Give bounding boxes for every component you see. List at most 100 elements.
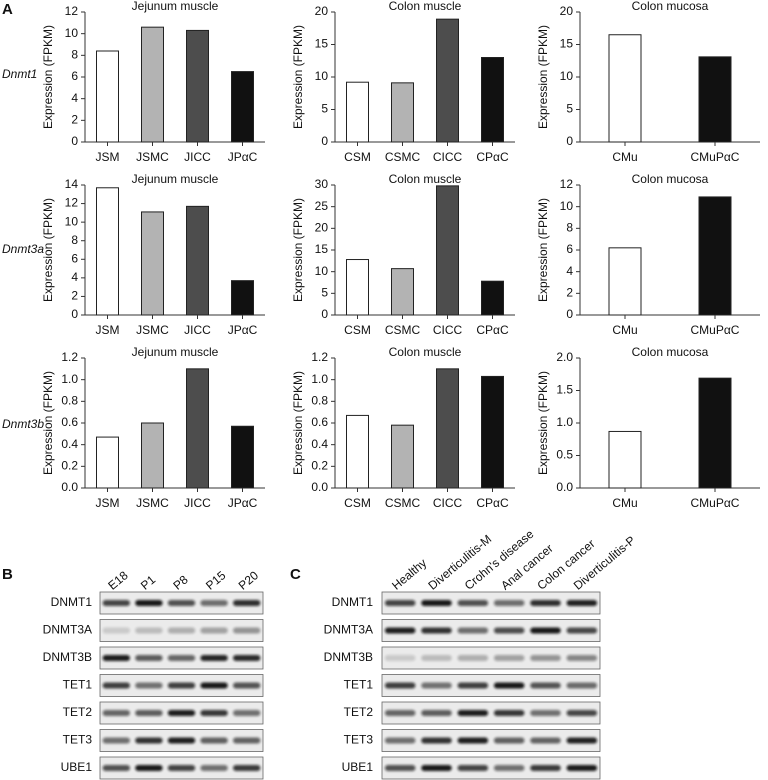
- y-axis-label: Expression (FPKM): [536, 25, 550, 129]
- y-axis-label: Expression (FPKM): [536, 371, 550, 475]
- protein-label: TET3: [63, 733, 93, 747]
- blot-band: [493, 682, 525, 689]
- protein-label: TET1: [63, 678, 93, 692]
- blot-band: [493, 737, 525, 744]
- y-tick-label: 0.6: [311, 415, 328, 429]
- blot-band: [384, 710, 416, 716]
- y-axis-label: Expression (FPKM): [41, 371, 55, 475]
- blot-band: [421, 682, 452, 689]
- bar: [481, 375, 504, 489]
- x-tick-label: CMuPαC: [691, 496, 740, 510]
- blot-band: [233, 765, 261, 771]
- protein-label: TET2: [344, 705, 374, 719]
- lane-label: P8: [170, 572, 190, 592]
- protein-label: DNMT1: [332, 595, 374, 609]
- blot-band: [200, 765, 228, 771]
- protein-label: TET1: [344, 678, 374, 692]
- protein-label: DNMT3B: [324, 650, 373, 664]
- y-tick-label: 20: [315, 4, 329, 18]
- blot-box: [381, 701, 601, 725]
- y-tick-label: 0: [71, 307, 78, 321]
- x-tick-label: JSM: [96, 323, 120, 337]
- blot-band: [493, 627, 525, 634]
- chart-title: Colon mucosa: [632, 0, 709, 13]
- panel-label: A: [2, 1, 13, 18]
- bar: [231, 425, 254, 489]
- lane-label: Healthy: [389, 556, 429, 593]
- chart-title: Jejunum muscle: [132, 0, 219, 13]
- y-tick-label: 30: [315, 177, 329, 191]
- blot-band: [200, 710, 228, 716]
- x-tick-label: CICC: [433, 150, 463, 164]
- x-tick-label: CPαC: [476, 323, 509, 337]
- y-tick-label: 0: [321, 307, 328, 321]
- y-tick-label: 0: [566, 134, 573, 148]
- y-axis-label: Expression (FPKM): [536, 198, 550, 302]
- y-tick-label: 10: [65, 214, 79, 228]
- protein-label: TET2: [63, 705, 93, 719]
- y-axis-label: Expression (FPKM): [291, 25, 305, 129]
- y-tick-label: 4: [71, 91, 78, 105]
- y-tick-label: 15: [315, 242, 329, 256]
- blot-box: [381, 674, 601, 697]
- lane-label: P15: [203, 568, 229, 593]
- blot-band: [200, 600, 228, 606]
- blot-band: [421, 737, 452, 744]
- x-tick-label: JSMC: [136, 496, 169, 510]
- blot-band: [167, 737, 196, 744]
- blot-band: [135, 710, 163, 716]
- bar: [96, 436, 119, 489]
- blot-band: [530, 600, 561, 606]
- y-tick-label: 0.8: [311, 394, 328, 408]
- blot-band: [530, 627, 561, 634]
- y-tick-label: 2.0: [556, 350, 573, 364]
- row-label: Dnmt1: [2, 67, 37, 81]
- y-tick-label: 0.4: [311, 437, 328, 451]
- y-tick-label: 10: [315, 264, 329, 278]
- blot-band: [102, 627, 130, 634]
- y-tick-label: 1.0: [311, 372, 328, 386]
- lane-label: P1: [138, 572, 158, 592]
- y-tick-label: 0: [321, 134, 328, 148]
- x-tick-label: CSM: [344, 496, 371, 510]
- blot-band: [233, 655, 261, 661]
- y-tick-label: 12: [560, 177, 574, 191]
- x-tick-label: JPαC: [228, 150, 258, 164]
- bar: [436, 185, 459, 316]
- bar: [186, 368, 209, 489]
- blot-band: [421, 600, 452, 606]
- bar: [608, 247, 642, 316]
- chart-title: Colon muscle: [389, 345, 462, 359]
- y-tick-label: 0.0: [61, 480, 78, 494]
- blot-band: [421, 765, 452, 771]
- chart-title: Jejunum muscle: [132, 345, 219, 359]
- bar: [698, 377, 732, 489]
- blot-band: [530, 682, 561, 689]
- blot-band: [102, 682, 130, 689]
- y-tick-label: 6: [566, 242, 573, 256]
- blot-band: [493, 710, 525, 716]
- blot-band: [457, 710, 489, 716]
- blot-band: [233, 710, 261, 716]
- blot-band: [233, 737, 261, 744]
- bar: [346, 81, 369, 143]
- chart-title: Colon mucosa: [632, 345, 709, 359]
- y-tick-label: 12: [65, 4, 79, 18]
- blot-band: [102, 600, 130, 606]
- bar: [391, 424, 414, 489]
- y-tick-label: 14: [65, 177, 79, 191]
- y-tick-label: 0.2: [311, 459, 328, 473]
- y-tick-label: 10: [560, 199, 574, 213]
- blot-band: [102, 737, 130, 744]
- x-tick-label: CMu: [612, 323, 637, 337]
- blot-band: [566, 600, 598, 606]
- blot-band: [457, 600, 489, 606]
- blot-band: [493, 600, 525, 606]
- bar: [391, 268, 414, 316]
- chart-title: Colon muscle: [389, 0, 462, 13]
- panel-label: C: [290, 566, 301, 583]
- y-tick-label: 0.2: [61, 459, 78, 473]
- x-tick-label: JICC: [184, 496, 211, 510]
- x-tick-label: CSM: [344, 150, 371, 164]
- y-tick-label: 0.8: [61, 394, 78, 408]
